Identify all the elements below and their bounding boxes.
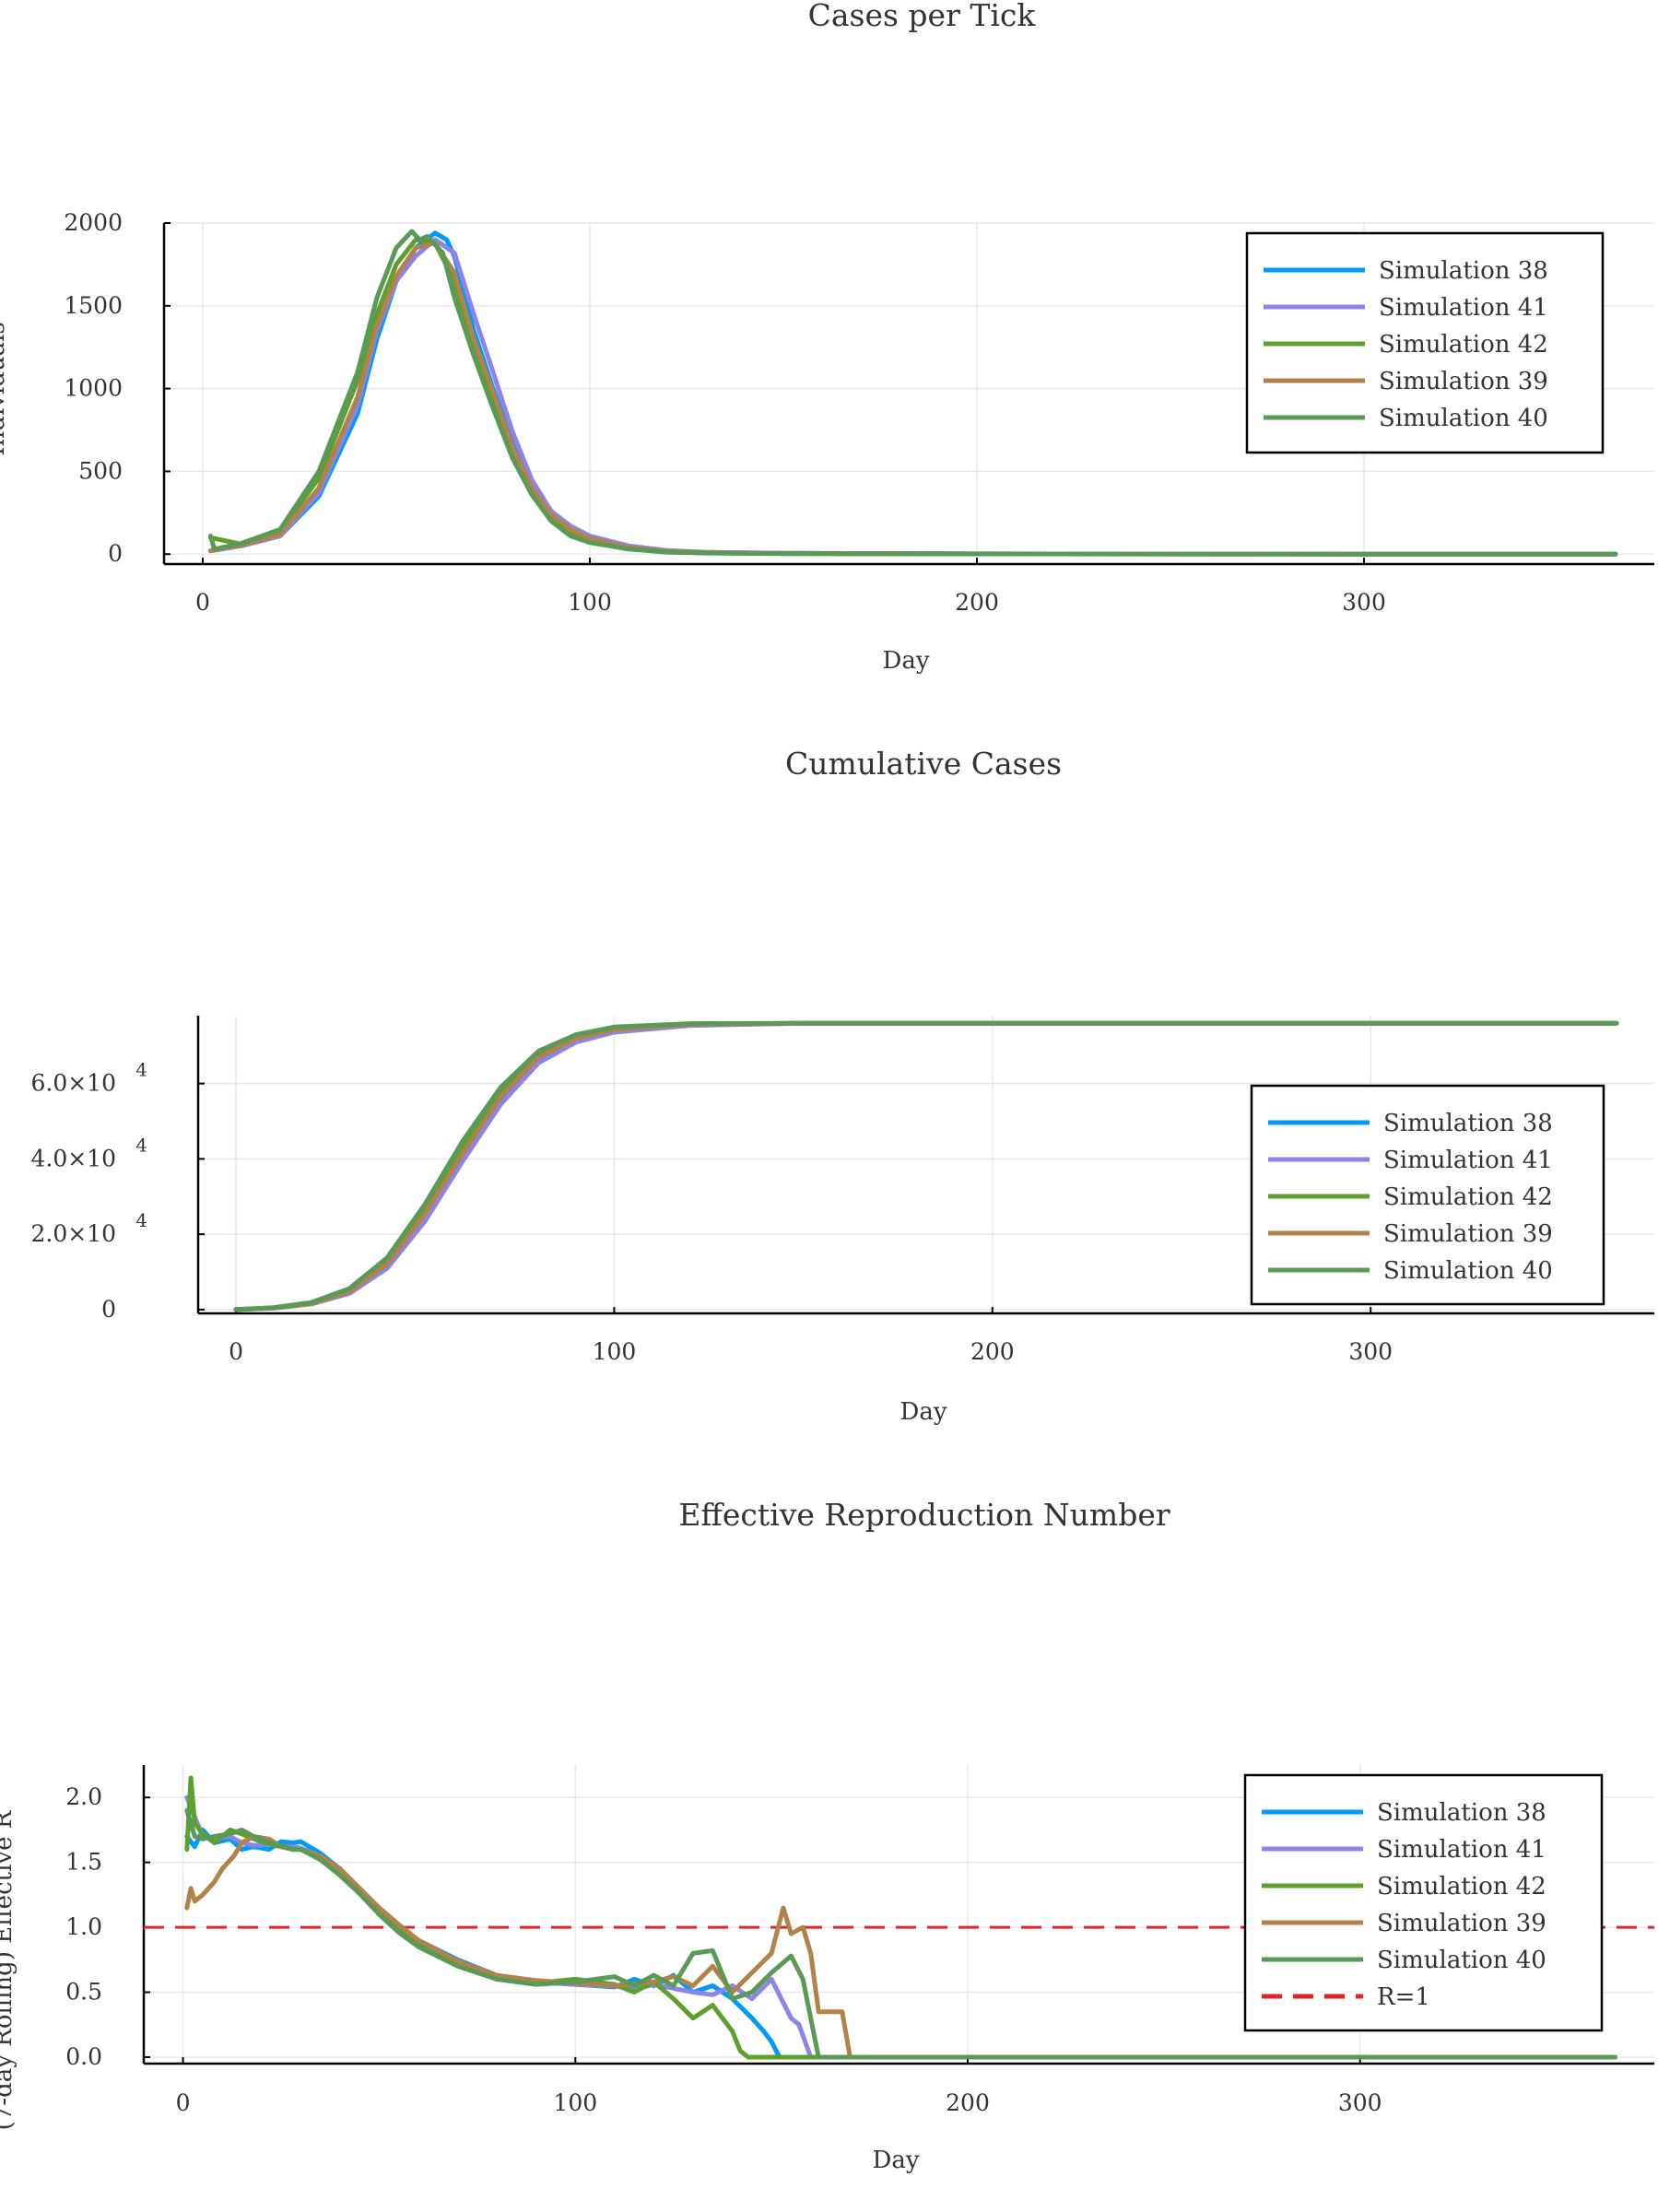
series-line-simulation-40 [184, 1807, 1617, 2060]
series-line-simulation-40 [207, 229, 1618, 557]
legend-label: Simulation 42 [1377, 1873, 1546, 1900]
y-tick-exponent: 4 [135, 1059, 147, 1081]
x-axis-label: Day [900, 1398, 947, 1426]
x-tick-label: 100 [568, 589, 612, 616]
legend-label: Simulation 42 [1383, 1183, 1553, 1211]
legend-label: R=1 [1377, 1983, 1430, 2011]
x-tick-label: 200 [946, 2089, 990, 2116]
legend-label: Simulation 38 [1377, 1799, 1546, 1827]
legend: Simulation 38 Simulation 41 Simulation 42 S… [1250, 1084, 1605, 1306]
chart-panel-3: Effective Reproduction Number 0 100 200 300 0… [0, 1497, 1654, 2174]
y-tick-label: 6.0×10 [30, 1070, 116, 1097]
chart-panel-2: Cumulative Cases 0 100 200 300 0 2.0×10 4 4.0×10… [30, 746, 1654, 1426]
chart-title: Cases per Tick [808, 0, 1037, 33]
legend-label: Simulation 38 [1379, 257, 1548, 285]
y-tick-label: 0.5 [65, 1979, 102, 2006]
legend-label: Simulation 38 [1383, 1110, 1553, 1137]
x-tick-label: 300 [1348, 1338, 1393, 1365]
x-axis-label: Day [872, 2147, 919, 2174]
legend-box [1243, 1773, 1604, 2032]
chart-panel-1: Cases per Tick 0 100 200 300 0 500 1000 1500 2000… [0, 0, 1654, 675]
x-axis-label: Day [882, 647, 929, 675]
legend: Simulation 38 Simulation 41 Simulation 42 S… [1245, 231, 1605, 454]
legend: Simulation 38 Simulation 41 Simulation 42 S… [1243, 1773, 1604, 2032]
x-tick-label: 0 [229, 1338, 243, 1365]
legend-label: Simulation 41 [1383, 1147, 1553, 1174]
y-axis-label: Individuals [0, 322, 10, 456]
y-tick-label: 0.0 [65, 2043, 102, 2070]
y-tick-exponent: 4 [135, 1134, 147, 1156]
y-tick-label: 1.0 [65, 1913, 102, 1940]
y-tick-label: 0 [101, 1296, 116, 1323]
y-tick-label: 2000 [64, 209, 123, 236]
y-tick-label: 0 [108, 540, 123, 567]
x-tick-label: 0 [195, 589, 210, 616]
series-group [233, 1020, 1619, 1312]
x-tick-label: 100 [553, 2089, 597, 2116]
y-tick-label: 1.5 [65, 1849, 102, 1876]
y-tick-label: 1000 [64, 375, 123, 402]
y-tick-label: 4.0×10 [30, 1145, 116, 1171]
x-tick-label: 200 [955, 589, 999, 616]
chart-title: Cumulative Cases [785, 746, 1062, 782]
x-tick-label: 200 [970, 1338, 1015, 1365]
legend-label: Simulation 40 [1377, 1947, 1546, 1974]
x-tick-label: 0 [176, 2089, 191, 2116]
series-line-simulation-39 [184, 1834, 1617, 2060]
x-tick-label: 300 [1338, 2089, 1382, 2116]
y-tick-label: 2.0 [65, 1783, 102, 1810]
legend-label: Simulation 41 [1377, 1836, 1546, 1864]
chart-title: Effective Reproduction Number [678, 1497, 1170, 1533]
x-tick-label: 300 [1342, 589, 1386, 616]
series-group [207, 229, 1618, 557]
y-tick-label: 2.0×10 [30, 1220, 116, 1247]
x-tick-label: 100 [593, 1338, 637, 1365]
legend-label: Simulation 40 [1383, 1257, 1553, 1285]
legend-label: Simulation 42 [1379, 331, 1548, 359]
series-line-simulation-40 [233, 1020, 1619, 1312]
y-tick-label: 500 [78, 457, 123, 484]
legend-label: Simulation 39 [1379, 368, 1548, 395]
legend-label: Simulation 40 [1379, 405, 1548, 432]
y-axis-label: (7-day Rolling) Effective R [0, 1809, 18, 2130]
legend-label: Simulation 41 [1379, 294, 1548, 322]
y-tick-exponent: 4 [135, 1209, 147, 1231]
y-tick-label: 1500 [64, 292, 123, 319]
legend-label: Simulation 39 [1377, 1910, 1546, 1937]
legend-label: Simulation 39 [1383, 1220, 1553, 1248]
